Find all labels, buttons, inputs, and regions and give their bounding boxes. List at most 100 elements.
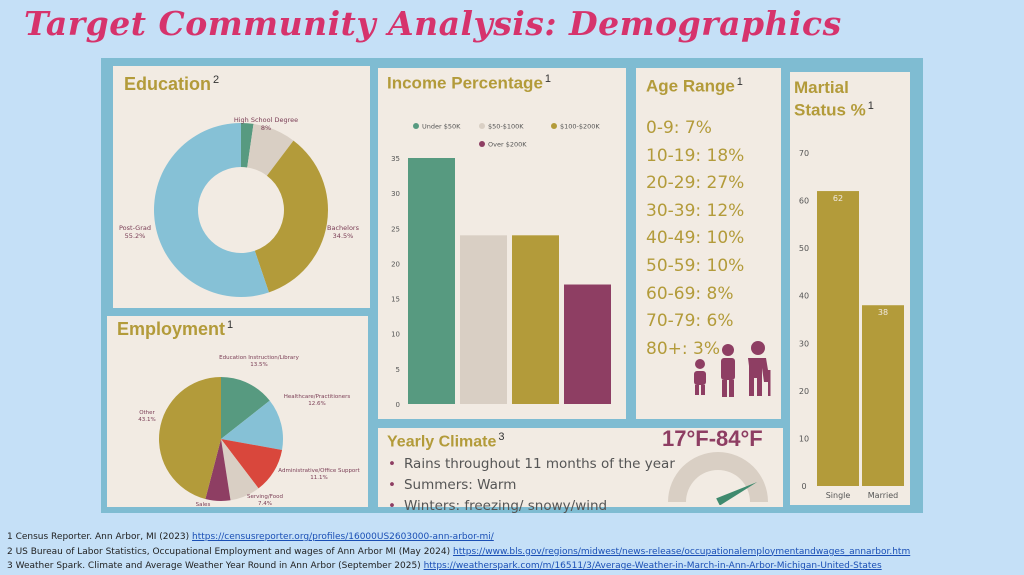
employment-value: 11.1% xyxy=(310,475,327,481)
footnote-text: 1 Census Reporter. Ann Arbor, MI (2023) xyxy=(7,532,193,542)
gauge-needle xyxy=(716,482,758,505)
employment-value: 13.5% xyxy=(250,362,267,368)
label-high-school: High School Degree xyxy=(234,116,298,124)
age-list: 0-9: 7% 10-19: 18% 20-29: 27% 30-39: 12% 40-… xyxy=(646,118,744,366)
y-tick-label: 20 xyxy=(391,260,400,268)
y-tick-label: 0 xyxy=(396,401,400,409)
footnote-link[interactable]: https://www.bls.gov/regions/midwest/news… xyxy=(452,546,911,557)
pie-slice-healthcare-practitioners xyxy=(221,400,283,450)
marital-title-line1: Martial xyxy=(794,78,849,97)
age-range-item: 0-9: 7% xyxy=(646,118,712,138)
marital-title: Martial Status % 1 xyxy=(794,78,874,120)
income-sup: 1 xyxy=(544,73,552,85)
y-tick-label: 60 xyxy=(799,197,809,206)
donut-slice-other xyxy=(241,123,254,168)
income-bar-1 xyxy=(408,158,455,404)
y-tick-label: 10 xyxy=(391,331,400,339)
age-range-item: 70-79: 6% xyxy=(646,311,734,332)
family-icon xyxy=(694,341,771,397)
income-title-text: Income Percentage xyxy=(387,73,543,93)
legend-label: Under $50K xyxy=(422,123,461,131)
climate-item: Rains throughout 11 months of the year xyxy=(388,456,675,477)
age-range-item: 10-19: 18% xyxy=(646,145,745,166)
donut-slice-post-grad xyxy=(153,123,269,297)
y-tick-label: 70 xyxy=(799,149,809,158)
education-panel: Education 2 High School Degree 8% Bachelors… xyxy=(113,66,370,308)
income-bar-2 xyxy=(460,235,507,404)
y-tick-label: 40 xyxy=(799,292,809,301)
education-title: Education 2 xyxy=(124,74,219,95)
footnotes: 1 Census Reporter. Ann Arbor, MI (2023) … xyxy=(7,530,910,574)
age-range-item: 60-69: 8% xyxy=(646,283,734,304)
age-title: Age Range 1 xyxy=(646,76,743,97)
employment-value: 43.1% xyxy=(138,417,155,423)
y-tick-label: 20 xyxy=(799,387,809,396)
employment-panel: Employment 1 Education Instruction/Librar… xyxy=(107,316,368,507)
employment-label: Other xyxy=(139,410,155,416)
footnote-2: 2 US Bureau of Labor Statistics, Occupat… xyxy=(7,545,910,560)
y-tick-label: 25 xyxy=(391,225,400,233)
legend-swatch xyxy=(551,123,557,129)
climate-item: Winters: freezing/ snowy/wind xyxy=(388,498,675,519)
employment-sup: 1 xyxy=(227,319,234,331)
marital-bar-single xyxy=(817,191,859,487)
footnote-link[interactable]: https://censusreporter.org/profiles/1600… xyxy=(192,532,494,542)
marital-title-line2: Status % xyxy=(794,100,866,120)
climate-sup: 3 xyxy=(498,431,505,443)
x-tick-label: Married xyxy=(868,491,898,500)
climate-list: Rains throughout 11 months of the yearSu… xyxy=(388,456,675,519)
y-tick-label: 15 xyxy=(391,296,400,304)
legend-label: Over $200K xyxy=(488,141,527,149)
pie-slice-administrative-office-support xyxy=(221,439,283,489)
education-title-text: Education xyxy=(124,74,212,94)
marital-panel: Martial Status % 1 0 10 20 30 40 50 60 70 62 Single… xyxy=(790,72,910,505)
y-tick-label: 30 xyxy=(391,190,400,198)
marital-bar-married xyxy=(862,305,904,486)
label-post-grad: Post-Grad xyxy=(119,224,151,232)
age-panel: Age Range 1 0-9: 7% 10-19: 18% 20-29: 27% 30… xyxy=(636,68,781,419)
age-title-text: Age Range xyxy=(646,76,735,96)
age-range-item: 20-29: 27% xyxy=(646,173,745,194)
pie-slice-sales xyxy=(205,439,231,501)
donut-slice-bachelors xyxy=(254,140,328,293)
legend-swatch xyxy=(413,123,419,129)
y-tick-label: 10 xyxy=(799,434,809,443)
age-range-item: 40-49: 10% xyxy=(646,228,745,249)
y-tick-label: 35 xyxy=(391,155,400,163)
legend-label: $100-$200K xyxy=(560,123,600,131)
pie-slice-education-instruction-library xyxy=(221,377,270,439)
income-title: Income Percentage 1 xyxy=(387,73,551,94)
page-title: Target Community Analysis: Demographics xyxy=(24,4,842,43)
footnote-1: 1 Census Reporter. Ann Arbor, MI (2023) … xyxy=(7,530,910,545)
donut-slice-high-school-degree xyxy=(247,123,294,176)
legend-swatch xyxy=(479,141,485,147)
marital-bar-chart: 0 10 20 30 40 50 60 70 62 Single 38 Married xyxy=(799,149,904,500)
climate-title-text: Yearly Climate xyxy=(387,433,497,451)
y-tick-label: 5 xyxy=(396,366,400,374)
climate-item: Summers: Warm xyxy=(388,477,675,498)
age-range-item: 30-39: 12% xyxy=(646,200,745,221)
income-panel: Income Percentage 1 0 5 10 15 20 25 30 35 Under $… xyxy=(378,68,626,419)
temperature-range: 17°F-84°F xyxy=(662,426,763,451)
value-post-grad: 55.2% xyxy=(125,232,146,240)
age-range-item: 50-59: 10% xyxy=(646,255,745,276)
employment-label: Serving/Food xyxy=(247,494,283,500)
employment-title: Employment 1 xyxy=(117,319,233,340)
footnote-link[interactable]: https://weatherspark.com/m/16511/3/Avera… xyxy=(423,561,882,571)
employment-label: Education Instruction/Library xyxy=(219,355,299,361)
y-tick-label: 50 xyxy=(799,244,809,253)
value-bachelors: 34.5% xyxy=(333,232,354,240)
education-sup: 2 xyxy=(213,74,220,86)
marital-sup: 1 xyxy=(867,100,874,112)
y-tick-label: 0 xyxy=(801,482,806,491)
employment-label: Administrative/Office Support xyxy=(278,468,360,474)
employment-label: Sales xyxy=(196,502,211,507)
gauge-arc xyxy=(668,452,768,502)
footnote-3: 3 Weather Spark. Climate and Average Wea… xyxy=(7,559,910,574)
label-bachelors: Bachelors xyxy=(327,224,360,232)
x-tick-label: Single xyxy=(826,491,851,500)
dashboard-frame: Education 2 High School Degree 8% Bachelors… xyxy=(101,58,923,514)
bar-value-label: 38 xyxy=(878,308,888,317)
